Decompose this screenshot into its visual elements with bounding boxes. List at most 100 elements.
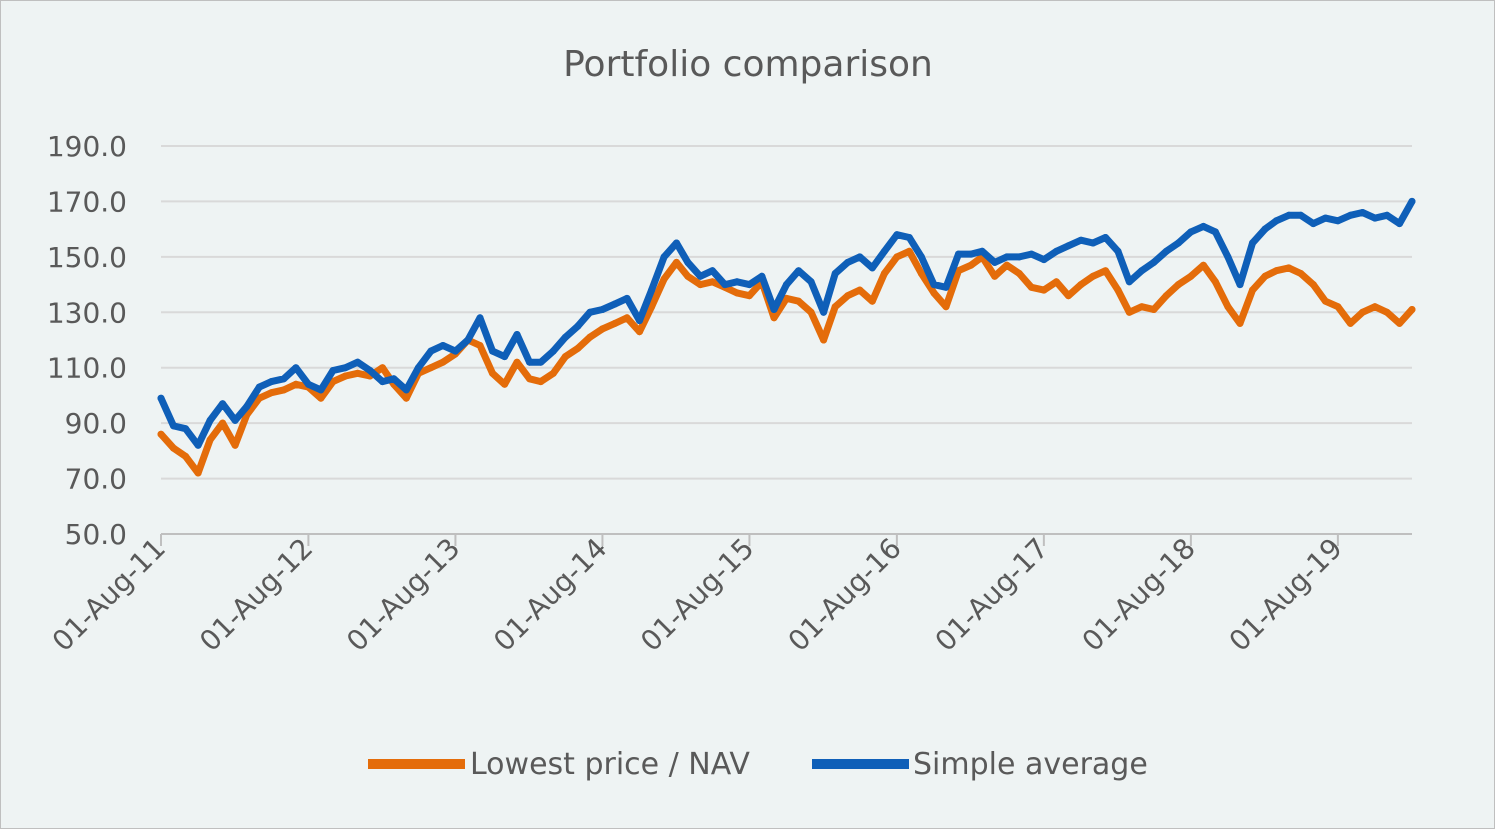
data-point-lowest-price — [1249, 286, 1256, 294]
data-point-simple-average — [182, 425, 190, 433]
data-point-lowest-price — [476, 342, 484, 349]
data-point-simple-average — [917, 253, 925, 261]
data-point-simple-average — [427, 347, 435, 355]
data-point-lowest-price — [770, 314, 778, 322]
data-point-lowest-price — [586, 333, 594, 341]
data-point-simple-average — [1174, 239, 1182, 247]
data-point-lowest-price — [1321, 297, 1329, 305]
data-point-lowest-price — [1334, 303, 1342, 311]
data-point-simple-average — [280, 375, 288, 383]
y-tick-label: 50.0 — [65, 518, 127, 551]
data-point-lowest-price — [868, 297, 876, 305]
data-point-simple-average — [880, 247, 888, 255]
data-point-simple-average — [501, 353, 509, 361]
data-point-lowest-price — [537, 378, 545, 386]
data-point-lowest-price — [1077, 281, 1085, 289]
data-point-lowest-price — [856, 286, 864, 294]
data-point-lowest-price — [280, 386, 288, 394]
data-point-simple-average — [856, 253, 864, 261]
data-point-lowest-price — [219, 419, 227, 427]
y-tick-label: 170.0 — [47, 185, 127, 218]
y-tick-label: 150.0 — [47, 241, 127, 274]
data-point-simple-average — [893, 231, 901, 239]
data-point-lowest-price — [1236, 319, 1244, 327]
data-point-lowest-price — [513, 358, 521, 366]
x-tick-label: 01-Aug-19 — [1223, 532, 1349, 658]
data-point-simple-average — [1334, 217, 1342, 225]
data-point-lowest-price — [1003, 261, 1011, 269]
data-point-simple-average — [366, 367, 374, 374]
data-point-lowest-price — [1199, 261, 1207, 269]
data-point-simple-average — [648, 286, 656, 294]
data-point-simple-average — [561, 333, 569, 341]
data-point-lowest-price — [1396, 319, 1403, 327]
data-point-lowest-price — [182, 452, 190, 460]
data-point-simple-average — [439, 342, 447, 349]
data-point-simple-average — [354, 358, 362, 366]
data-point-simple-average — [1396, 220, 1403, 228]
data-point-simple-average — [942, 283, 950, 291]
data-point-lowest-price — [598, 325, 606, 333]
data-point-lowest-price — [930, 289, 938, 297]
data-point-lowest-price — [427, 364, 435, 372]
data-point-lowest-price — [342, 372, 349, 380]
data-point-simple-average — [1261, 225, 1269, 233]
data-point-lowest-price — [1138, 303, 1146, 311]
data-point-simple-average — [1321, 214, 1329, 222]
data-point-simple-average — [844, 258, 852, 266]
data-point-lowest-price — [745, 292, 753, 300]
data-point-simple-average — [1236, 281, 1244, 289]
data-point-lowest-price — [696, 281, 704, 289]
data-point-simple-average — [708, 267, 716, 275]
data-point-simple-average — [684, 258, 692, 266]
data-point-simple-average — [1187, 228, 1195, 236]
data-point-lowest-price — [1261, 272, 1269, 280]
data-point-lowest-price — [157, 430, 165, 438]
data-point-simple-average — [820, 308, 828, 316]
data-point-simple-average — [1408, 197, 1416, 205]
data-point-lowest-price — [684, 272, 692, 280]
data-point-lowest-price — [255, 394, 263, 402]
x-tick-label: 01-Aug-18 — [1076, 532, 1202, 658]
x-tick-label: 01-Aug-12 — [193, 532, 319, 658]
y-axis-ticks: 50.0 70.0 90.0 110.0 130.0 150.0 170.0 190.0 — [47, 130, 127, 551]
data-point-lowest-price — [905, 247, 913, 255]
data-point-simple-average — [1027, 250, 1035, 258]
data-point-simple-average — [1199, 222, 1207, 230]
data-point-simple-average — [402, 386, 410, 394]
data-point-simple-average — [1064, 242, 1072, 250]
data-point-lowest-price — [1211, 278, 1219, 286]
data-point-simple-average — [255, 383, 263, 391]
data-point-lowest-price — [917, 270, 925, 277]
data-point-simple-average — [476, 314, 484, 322]
data-point-simple-average — [549, 347, 557, 355]
data-point-simple-average — [231, 416, 239, 424]
data-point-simple-average — [1211, 228, 1219, 236]
data-point-lowest-price — [267, 389, 275, 397]
data-point-simple-average — [795, 267, 803, 275]
data-point-simple-average — [991, 258, 999, 266]
data-point-lowest-price — [844, 292, 852, 300]
data-point-simple-average — [673, 239, 680, 247]
data-point-simple-average — [379, 378, 386, 386]
data-point-lowest-price — [1359, 308, 1366, 316]
series-lines — [157, 197, 1416, 477]
data-point-simple-average — [868, 264, 876, 272]
data-point-simple-average — [157, 394, 165, 402]
data-point-lowest-price — [354, 369, 362, 377]
data-point-simple-average — [1297, 211, 1305, 219]
data-point-lowest-price — [1285, 264, 1293, 272]
data-point-simple-average — [304, 380, 312, 388]
data-point-simple-average — [611, 300, 619, 308]
series-line-simple-average — [157, 197, 1416, 449]
data-point-simple-average — [464, 336, 472, 344]
x-axis-ticks: 01-Aug-11 01-Aug-12 01-Aug-13 01-Aug-14 01-A… — [46, 532, 1349, 658]
x-tick-label: 01-Aug-15 — [634, 532, 760, 658]
data-point-simple-average — [194, 441, 202, 449]
data-point-lowest-price — [1174, 281, 1182, 289]
legend-label-simple-average: Simple average — [913, 747, 1148, 782]
data-point-lowest-price — [1187, 272, 1195, 280]
data-point-simple-average — [1346, 211, 1354, 219]
data-point-simple-average — [623, 294, 631, 302]
